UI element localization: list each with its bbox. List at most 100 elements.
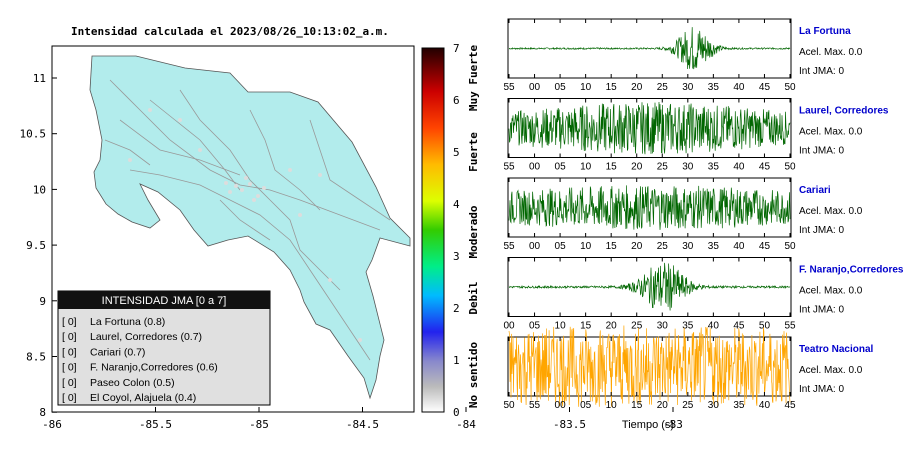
legend-row-value: [ 0] — [62, 346, 77, 358]
waveform-trace — [508, 325, 791, 407]
waveform-tick-label: 35 — [708, 241, 720, 252]
waveform-tick-label: 50 — [503, 400, 515, 411]
map-y-tick-label: 10.5 — [20, 128, 47, 141]
waveform-tick-label: 55 — [503, 82, 515, 93]
waveform-tick-label: 00 — [529, 82, 541, 93]
station-intensity: Int JMA: 0 — [799, 66, 844, 77]
waveform-tick-label: 15 — [606, 162, 618, 173]
waveform-tick-label: 35 — [708, 162, 720, 173]
station-markers — [128, 108, 362, 342]
map-x-tick-label: -83 — [663, 418, 683, 431]
map-y-tick-label: 8 — [39, 406, 46, 419]
map-x-tick-label: -83.5 — [553, 418, 586, 431]
legend-row-value: [ 0] — [62, 316, 77, 328]
map-panel: INTENSIDAD JMA [0 a 7] [ 0] La Fortuna (0… — [20, 45, 683, 431]
waveform-tick-label: 55 — [784, 321, 796, 332]
station-name: Teatro Nacional — [799, 344, 873, 355]
waveform-panel: 50 55 00 05 10 15 20 25 30 35 40 45 Teatro Nacional A… — [503, 325, 873, 411]
colorbar-level-label: Moderado — [467, 205, 480, 258]
waveform-tick-label: 20 — [631, 162, 643, 173]
legend-row-label: Cariari (0.7) — [90, 346, 145, 358]
waveform-tick-label: 10 — [555, 321, 567, 332]
waveform-panel: 55 00 05 10 15 20 25 30 35 40 45 50 La Fortuna Acel. … — [503, 18, 863, 93]
waveform-trace — [509, 262, 791, 311]
colorbar-level-label: No sentido — [467, 342, 480, 409]
map-y-axis: 11 10.5 10 9.5 9 8.5 8 — [20, 72, 57, 419]
station-name: F. Naranjo,Corredores — [799, 265, 904, 276]
waveform-tick-label: 30 — [657, 321, 669, 332]
map-y-tick-label: 11 — [33, 72, 46, 85]
colorbar-tick-label: 7 — [453, 42, 460, 55]
waveform-tick-label: 00 — [529, 162, 541, 173]
waveform-tick-label: 55 — [503, 241, 515, 252]
waveform-tick-label: 50 — [784, 82, 796, 93]
waveform-tick-label: 35 — [733, 400, 745, 411]
waveform-tick-label: 45 — [759, 241, 771, 252]
map-y-tick-label: 9.5 — [26, 239, 46, 252]
legend-header-bg — [58, 291, 270, 309]
legend-row-value: [ 0] — [62, 331, 77, 343]
waveform-tick-label: 40 — [733, 162, 745, 173]
waveform-tick-label: 50 — [759, 321, 771, 332]
waveform-tick-label: 00 — [529, 241, 541, 252]
station-accel: Acel. Max. 0.0 — [799, 127, 863, 138]
map-title: Intensidad calculada el 2023/08/26_10:13… — [71, 25, 389, 38]
waveform-trace — [508, 27, 791, 70]
colorbar-level-label: Fuerte — [467, 132, 480, 172]
waveform-tick-label: 40 — [759, 400, 771, 411]
waveform-tick-label: 15 — [580, 321, 592, 332]
road-network — [104, 79, 391, 361]
station-intensity: Int JMA: 0 — [799, 305, 844, 316]
legend-row-value: [ 0] — [62, 392, 77, 404]
waveform-tick-label: 15 — [606, 241, 618, 252]
map-x-tick-label: -84.5 — [346, 418, 379, 431]
waveform-tick-label: 40 — [733, 82, 745, 93]
waveform-tick-label: 20 — [631, 82, 643, 93]
waveform-tick-label: 00 — [503, 321, 515, 332]
waveform-tick-label: 25 — [657, 82, 669, 93]
legend-row-value: [ 0] — [62, 362, 77, 374]
station-name: La Fortuna — [799, 26, 851, 37]
colorbar-ticks: 7 6 5 4 3 2 1 0 — [453, 42, 460, 419]
waveform-tick-label: 35 — [682, 321, 694, 332]
map-y-tick-label: 9 — [39, 295, 46, 308]
waveform-tick-label: 20 — [631, 241, 643, 252]
waveform-trace — [508, 101, 791, 155]
waveform-panels: 55 00 05 10 15 20 25 30 35 40 45 50 La Fortuna Acel. … — [503, 18, 904, 411]
station-accel: Acel. Max. 0.0 — [799, 206, 863, 217]
waveform-tick-label: 00 — [555, 400, 567, 411]
station-intensity: Int JMA: 0 — [799, 384, 844, 395]
waveform-tick-label: 05 — [555, 241, 567, 252]
colorbar-tick-label: 2 — [453, 302, 460, 315]
station-name: Cariari — [799, 185, 831, 196]
waveform-tick-label: 45 — [759, 82, 771, 93]
waveform-tick-label: 30 — [682, 82, 694, 93]
colorbar-tick-label: 4 — [453, 198, 460, 211]
colorbar-tick-label: 6 — [453, 94, 460, 107]
station-accel: Acel. Max. 0.0 — [799, 47, 863, 58]
waveform-tick-label: 10 — [580, 162, 592, 173]
intensity-legend: INTENSIDAD JMA [0 a 7] [ 0] La Fortuna (0… — [57, 290, 271, 406]
waveform-tick-label: 10 — [580, 241, 592, 252]
colorbar-level-label: Muy Fuerte — [467, 45, 480, 112]
waveform-tick-label: 45 — [733, 321, 745, 332]
legend-row-label: F. Naranjo,Corredores (0.6) — [90, 362, 218, 374]
legend-row-label: El Coyol, Alajuela (0.4) — [90, 392, 196, 404]
waveform-panel: 55 00 05 10 15 20 25 30 35 40 45 50 Cariari Acel. Max… — [503, 177, 863, 252]
waveform-tick-label: 10 — [606, 400, 618, 411]
legend-row-label: Paseo Colon (0.5) — [90, 377, 175, 389]
station-intensity: Int JMA: 0 — [799, 146, 844, 157]
waveform-tick-label: 10 — [580, 82, 592, 93]
waveform-tick-label: 50 — [784, 162, 796, 173]
waveform-tick-label: 30 — [708, 400, 720, 411]
colorbar-tick-label: 1 — [453, 354, 460, 367]
waveform-tick-label: 25 — [631, 321, 643, 332]
waveform-tick-label: 55 — [503, 162, 515, 173]
waveform-tick-label: 45 — [784, 400, 796, 411]
waveform-tick-label: 05 — [529, 321, 541, 332]
map-y-tick-label: 8.5 — [26, 351, 46, 364]
waveform-tick-label: 25 — [682, 400, 694, 411]
map-x-tick-label: -84 — [456, 418, 476, 431]
waveform-tick-label: 15 — [606, 82, 618, 93]
station-name: Laurel, Corredores — [799, 106, 889, 117]
